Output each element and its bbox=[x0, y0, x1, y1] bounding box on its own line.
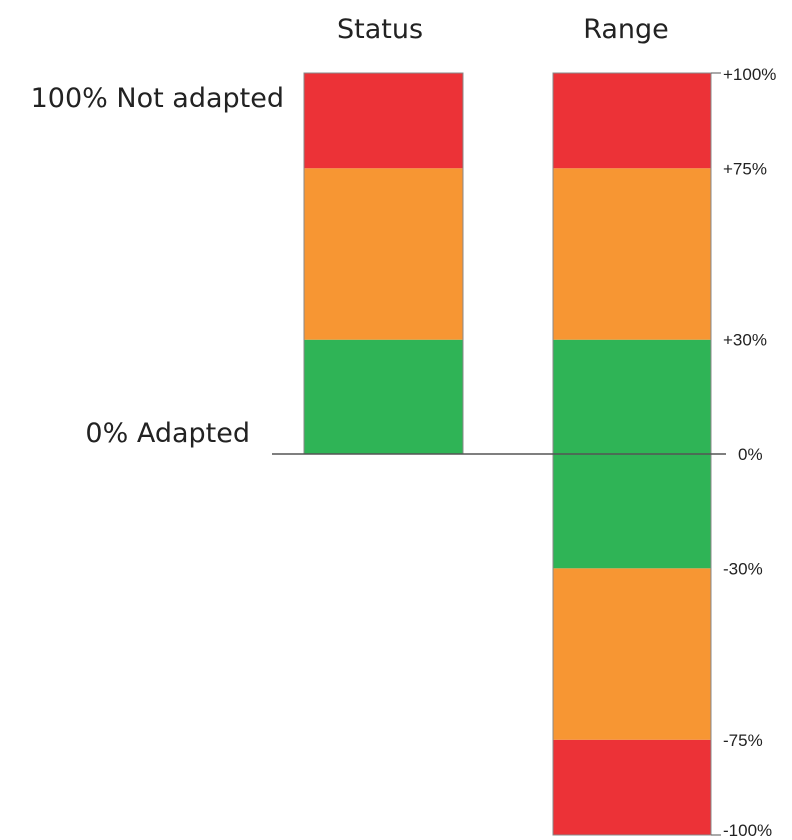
range-tick-label: 0% bbox=[738, 445, 763, 464]
range-tick-labels: +100% +75% +30% 0% -30% -75% -100% bbox=[711, 65, 776, 840]
range-tick-label: +30% bbox=[723, 331, 767, 350]
range-band-orange bbox=[553, 568, 711, 740]
status-header: Status bbox=[337, 14, 423, 45]
status-band-red bbox=[304, 73, 463, 169]
range-tick-label: +75% bbox=[723, 159, 767, 178]
status-bar bbox=[303, 72, 464, 455]
status-band-green bbox=[304, 339, 463, 454]
range-band-orange bbox=[553, 168, 711, 340]
range-tick-label: -100% bbox=[723, 821, 772, 840]
adapted-label: 0% Adapted bbox=[85, 418, 250, 449]
range-header: Range bbox=[583, 14, 669, 45]
range-band-red bbox=[553, 739, 711, 835]
range-tick-label: +100% bbox=[723, 65, 776, 84]
range-tick-label: -30% bbox=[723, 559, 763, 578]
not-adapted-label: 100% Not adapted bbox=[31, 83, 284, 114]
range-bar bbox=[552, 72, 712, 836]
range-tick-label: -75% bbox=[723, 731, 763, 750]
range-band-red bbox=[553, 73, 711, 169]
status-band-orange bbox=[304, 168, 463, 340]
